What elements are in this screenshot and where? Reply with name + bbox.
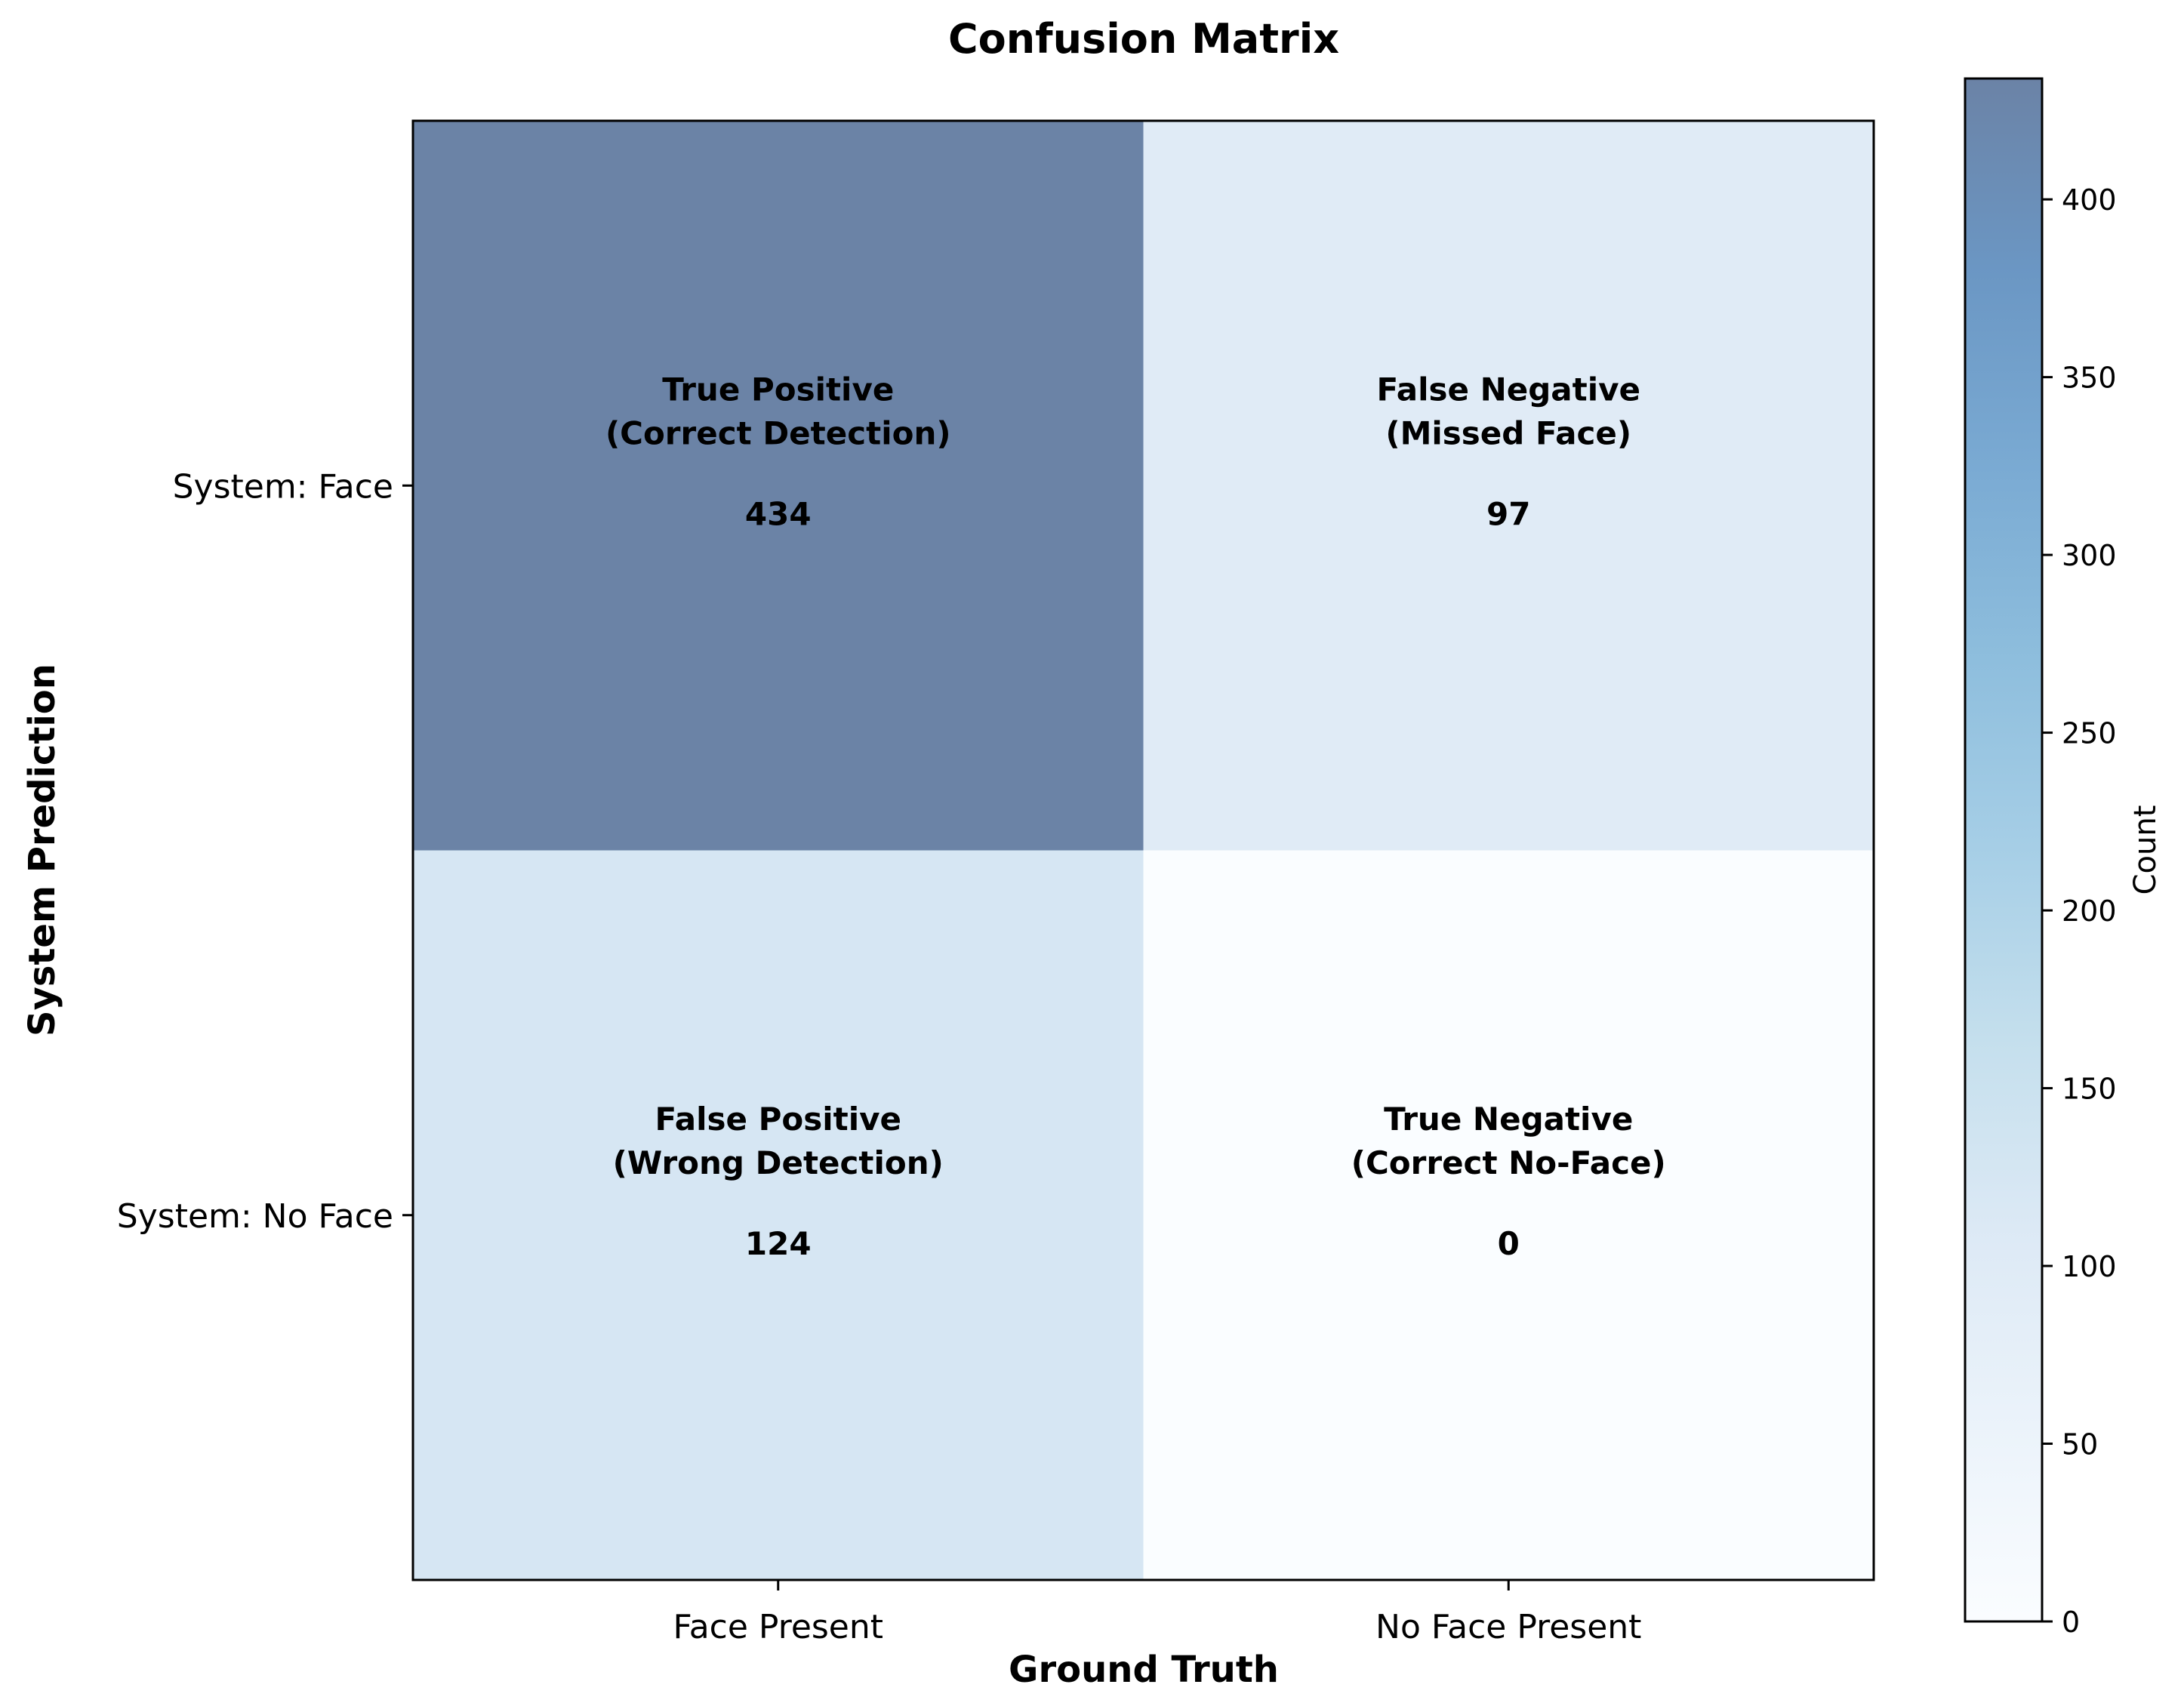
cell-label-line1: True Negative bbox=[1384, 1101, 1633, 1138]
colorbar-tick-label: 300 bbox=[2062, 539, 2117, 572]
colorbar bbox=[1964, 77, 2044, 1623]
cell-label-line2: (Correct Detection) bbox=[605, 414, 951, 451]
cell-label-line2: (Missed Face) bbox=[1385, 414, 1631, 451]
colorbar-ticks: 0 50 100 150 200 250 300 350 400 bbox=[2042, 183, 2117, 1639]
cell-value-label: 0 bbox=[1498, 1225, 1520, 1262]
cell-value-label: 434 bbox=[745, 495, 812, 532]
colorbar-tick-label: 150 bbox=[2062, 1073, 2117, 1106]
y-tick-label: System: Face bbox=[173, 467, 393, 506]
x-tick-label: No Face Present bbox=[1375, 1608, 1641, 1646]
cell-label-line1: False Negative bbox=[1377, 371, 1640, 408]
cell-label-line1: True Positive bbox=[662, 371, 894, 408]
x-axis-ticks: Face Present No Face Present bbox=[673, 1580, 1641, 1646]
colorbar-tick-label: 250 bbox=[2062, 717, 2117, 750]
cell-label-line2: (Wrong Detection) bbox=[613, 1144, 944, 1181]
x-tick-label: Face Present bbox=[673, 1608, 883, 1646]
heatmap-cell bbox=[1143, 121, 1874, 851]
colorbar-tick-label: 100 bbox=[2062, 1250, 2117, 1283]
colorbar-tick-label: 200 bbox=[2062, 895, 2117, 928]
colorbar-tick-label: 400 bbox=[2062, 183, 2117, 217]
plot-frame bbox=[411, 119, 1875, 1581]
colorbar-tick-label: 0 bbox=[2062, 1606, 2080, 1639]
cell-label-line1: False Positive bbox=[655, 1101, 901, 1138]
colorbar-tick-label: 350 bbox=[2062, 362, 2117, 395]
heatmap-cell-labels: True Positive (Correct Detection) 434 False… bbox=[605, 371, 1666, 1262]
x-axis-label: Ground Truth bbox=[1009, 1649, 1279, 1691]
y-axis-ticks: System: Face System: No Face bbox=[117, 467, 413, 1236]
colorbar-tick-label: 50 bbox=[2062, 1428, 2098, 1461]
heatmap-cells bbox=[413, 121, 1874, 1580]
cell-value-label: 124 bbox=[745, 1225, 812, 1262]
cell-value-label: 97 bbox=[1486, 495, 1530, 532]
cell-label-line2: (Correct No-Face) bbox=[1351, 1144, 1666, 1181]
y-axis-label: System Prediction bbox=[21, 664, 63, 1036]
heatmap-cell bbox=[413, 121, 1144, 851]
y-tick-label: System: No Face bbox=[117, 1197, 393, 1236]
colorbar-label: Count bbox=[2128, 805, 2163, 895]
heatmap-cell bbox=[413, 850, 1144, 1580]
chart-title: Confusion Matrix bbox=[948, 15, 1339, 63]
heatmap-cell bbox=[1143, 850, 1874, 1580]
